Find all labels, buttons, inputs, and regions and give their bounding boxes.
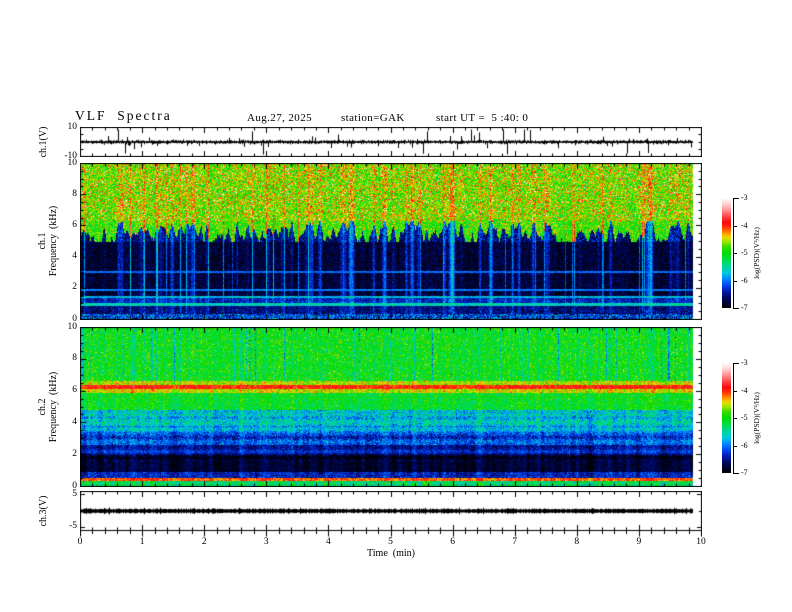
- colorbar-gradient: [722, 198, 731, 308]
- colorbar-tick: [733, 280, 737, 282]
- colorbar-tick: [733, 253, 737, 254]
- colorbar-tick: [733, 390, 737, 392]
- ch3-wave-ytick-label: -5: [69, 521, 77, 532]
- time-tick-label: 1: [139, 537, 145, 547]
- ch2-spec-ytick-label: 4: [72, 416, 77, 427]
- colorbar-ch2: -3 -4 -5 -6 -7: [722, 359, 792, 483]
- ch1-spec-ytick-label: 0: [72, 313, 77, 324]
- ch1-waveform-plot: [80, 127, 702, 157]
- colorbar-tick-label: -4: [741, 385, 748, 395]
- ch2-spec-ytick-label: 2: [72, 448, 77, 459]
- colorbar-tick-label: -5: [741, 248, 748, 257]
- colorbar-tick: [733, 308, 739, 309]
- figure-title: VLF Spectra: [75, 108, 172, 123]
- colorbar-tick-label: -6: [741, 440, 748, 450]
- ch1-wave-ytick-label: 10: [67, 121, 78, 132]
- time-tick-label: 0: [77, 537, 83, 547]
- start-ut-label: start UT = 5 :40: 0: [436, 112, 529, 124]
- time-tick-label: 7: [512, 537, 518, 547]
- ch2-spec-ytick-label: 8: [72, 353, 77, 364]
- colorbar-tick: [733, 225, 737, 227]
- ch3-waveform-plot: [80, 491, 702, 544]
- ch3-wave-ytick-label: 5: [72, 488, 77, 499]
- station-label: station=GAK: [341, 112, 405, 124]
- colorbar-tick: [733, 473, 739, 474]
- colorbar-tick-label: -7: [741, 468, 748, 477]
- ch1-spec-ytick-label: 2: [72, 282, 77, 293]
- time-tick-label: 5: [388, 537, 393, 547]
- colorbar-gradient: [722, 363, 731, 473]
- colorbar-ch1-units-label: log(PSD)(V²/Hz): [752, 227, 761, 279]
- time-tick-label: 4: [326, 537, 331, 547]
- ch1-spec-ytick-label: 6: [72, 219, 77, 230]
- time-tick-label: 10: [696, 537, 706, 547]
- time-axis-label: Time (min): [367, 548, 415, 559]
- ch2-frequency-axis-label: Frequency (kHz): [48, 371, 59, 443]
- time-tick-label: 2: [201, 537, 207, 547]
- colorbar-tick: [733, 445, 737, 447]
- colorbar-tick-label: -4: [741, 220, 748, 230]
- date-label: Aug.27, 2025: [247, 112, 312, 124]
- ch1-spec-ytick-label: 8: [72, 188, 77, 199]
- colorbar-tick: [733, 418, 737, 419]
- ch2-spec-ytick-label: 6: [72, 385, 77, 396]
- ch2-spectrogram-plot: [80, 327, 702, 487]
- ch2-spec-ytick-label: 0: [72, 480, 77, 491]
- ch1-frequency-axis-label: Frequency (kHz): [48, 205, 59, 277]
- colorbar-tick-label: -5: [741, 413, 748, 422]
- colorbar-tick: [733, 363, 739, 364]
- time-tick-label: 8: [574, 537, 580, 547]
- colorbar-ch1: -3 -4 -5 -6 -7: [722, 194, 792, 318]
- ch1-voltage-axis-label: ch.1(V): [38, 126, 49, 158]
- ch2-spec-ytick-label: 10: [67, 321, 78, 332]
- ch1-spec-ytick-label: 4: [72, 251, 77, 262]
- colorbar-ch2-units-label: log(PSD)(V²/Hz): [752, 392, 761, 444]
- ch2-spec-channel-label: ch.2: [37, 398, 48, 416]
- ch3-voltage-axis-label: ch.3(V): [38, 495, 49, 527]
- colorbar-tick-label: -3: [741, 358, 748, 367]
- ch1-spectrogram-plot: [80, 163, 702, 320]
- ch1-spec-ytick-label: 10: [67, 157, 78, 168]
- time-tick-label: 3: [263, 537, 269, 547]
- time-tick-label: 6: [450, 537, 455, 547]
- time-tick-label: 9: [636, 537, 642, 547]
- ch1-spec-channel-label: ch.1: [37, 232, 48, 250]
- ch1-wave-ytick-label: -10: [64, 150, 77, 161]
- colorbar-tick: [733, 198, 739, 199]
- colorbar-tick-label: -6: [741, 275, 748, 285]
- colorbar-tick-label: -7: [741, 303, 748, 312]
- colorbar-tick-label: -3: [741, 193, 748, 202]
